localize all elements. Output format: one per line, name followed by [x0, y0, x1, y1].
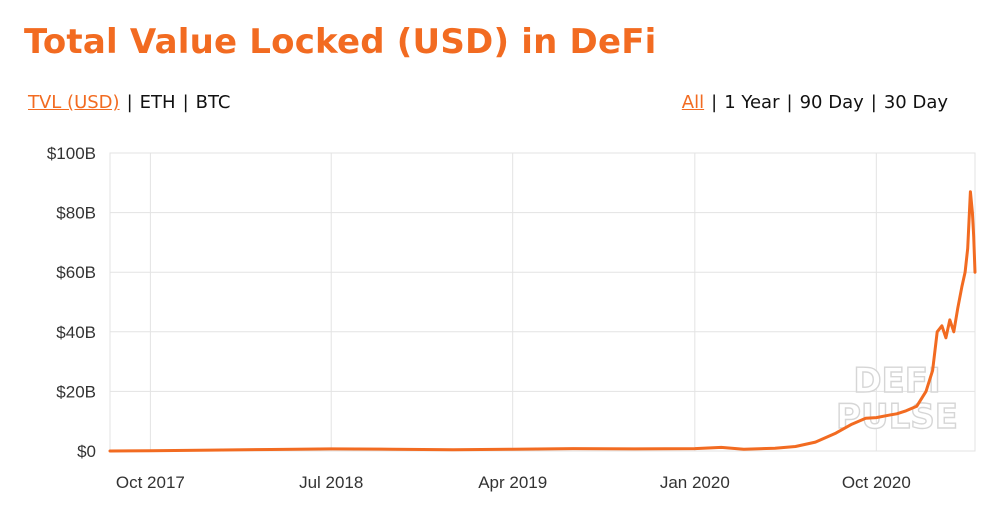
y-tick-label: $20B — [56, 382, 96, 401]
separator: | — [126, 92, 133, 113]
watermark-line-2: PULSE — [836, 397, 958, 437]
y-tick-label: $40B — [56, 323, 96, 342]
range-toggle: All | 1 Year | 90 Day | 30 Day — [682, 92, 948, 113]
x-tick-label: Jan 2020 — [660, 473, 730, 492]
chart-grid — [109, 152, 976, 452]
y-tick-label: $60B — [56, 263, 96, 282]
separator: | — [786, 92, 793, 113]
x-tick-label: Apr 2019 — [478, 473, 547, 492]
tvl-series-line — [108, 190, 977, 453]
y-tick-label: $0 — [77, 442, 96, 461]
y-tick-label: $80B — [56, 204, 96, 223]
separator: | — [182, 92, 189, 113]
x-axis-ticks: Oct 2017 Jul 2018 Apr 2019 Jan 2020 Oct 2020 — [116, 473, 911, 492]
x-tick-label: Jul 2018 — [299, 473, 363, 492]
toggle-tvl-usd[interactable]: TVL (USD) — [28, 92, 120, 113]
page-title: Total Value Locked (USD) in DeFi — [24, 22, 657, 62]
series-group — [108, 190, 977, 453]
y-tick-label: $100B — [47, 144, 96, 163]
x-tick-label: Oct 2020 — [842, 473, 911, 492]
watermark-line-1: DEFI — [853, 361, 940, 401]
currency-toggle: TVL (USD) | ETH | BTC — [28, 92, 231, 113]
defi-pulse-watermark: DEFI PULSE — [835, 360, 958, 437]
y-axis-ticks: $0 $20B $40B $60B $80B $100B — [47, 144, 96, 461]
toggle-eth[interactable]: ETH — [139, 92, 176, 113]
separator: | — [711, 92, 718, 113]
range-1-year[interactable]: 1 Year — [724, 92, 780, 113]
range-30-day[interactable]: 30 Day — [883, 92, 948, 113]
x-tick-label: Oct 2017 — [116, 473, 185, 492]
separator: | — [870, 92, 877, 113]
range-90-day[interactable]: 90 Day — [799, 92, 864, 113]
toggle-btc[interactable]: BTC — [195, 92, 231, 113]
range-all[interactable]: All — [681, 92, 705, 113]
